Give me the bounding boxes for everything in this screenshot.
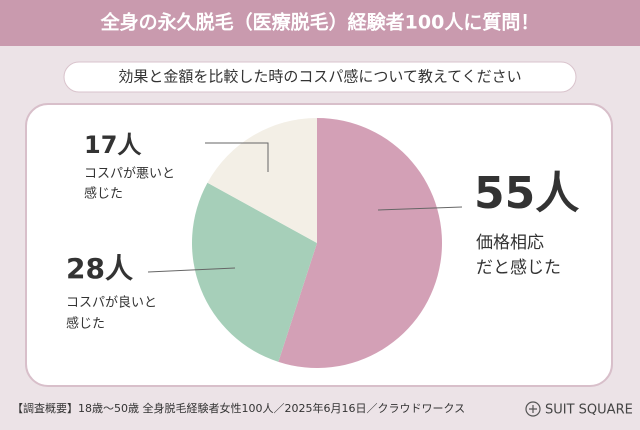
leader-line: [147, 267, 236, 273]
category-label: 感じた: [66, 316, 105, 332]
category-label: コスパが良いと: [66, 295, 157, 311]
category-label: コスパが悪いと: [84, 167, 175, 182]
leader-line: [205, 142, 269, 172]
category-label: 価格相応: [476, 233, 544, 253]
brand-icon: [525, 401, 541, 417]
brand: SUIT SQUARE: [545, 403, 633, 418]
subtitle: 効果と金額を比較した時のコスパ感について教えてください: [118, 68, 521, 86]
leader-line: [377, 206, 463, 211]
title: 全身の永久脱毛（医療脱毛）経験者100人に質問！: [100, 11, 540, 34]
title-band: [0, 0, 640, 46]
value-label: 28人: [66, 252, 133, 285]
category-label: だと感じた: [476, 258, 561, 278]
pie-slice: [192, 182, 317, 362]
footer-note: 【調査概要】18歳～50歳 全身脱毛経験者女性100人／2025年6月16日／ク…: [12, 401, 465, 415]
pie-slice: [207, 118, 317, 243]
category-label: 感じた: [84, 186, 123, 202]
value-label: 55人: [474, 168, 579, 219]
subtitle-pill: [63, 61, 577, 93]
value-label: 17人: [84, 131, 141, 159]
pie: [192, 118, 443, 368]
pie-slice: [278, 118, 443, 368]
